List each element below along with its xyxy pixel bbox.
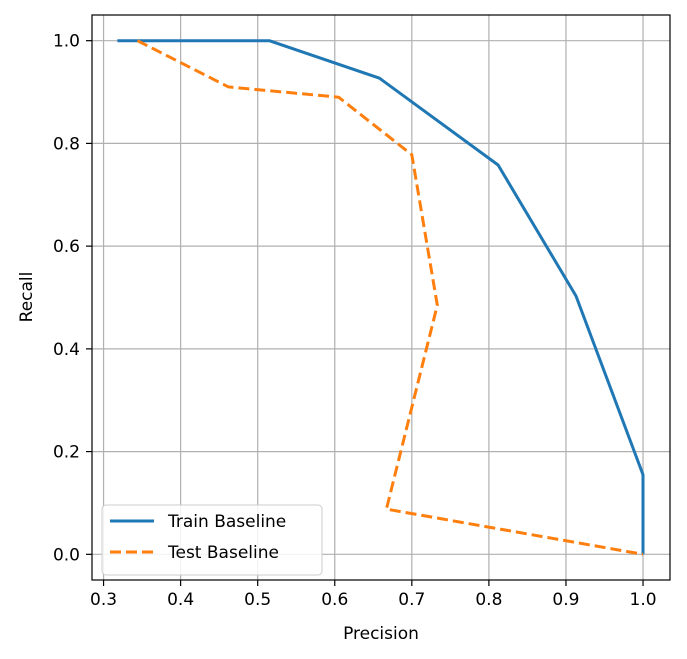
- series-lines: [117, 39, 645, 556]
- x-tick-label: 0.8: [475, 590, 502, 610]
- legend-label: Test Baseline: [167, 543, 279, 563]
- ticks: 0.3 0.4 0.5 0.6 0.7 0.8 0.9 1.0 0.0 0.2 0.4 0.6 0.8 1…: [53, 32, 657, 610]
- x-tick-label: 0.6: [321, 590, 348, 610]
- x-tick-label: 0.9: [552, 590, 579, 610]
- y-tick-label: 0.6: [53, 237, 80, 257]
- legend-box: [101, 504, 323, 576]
- x-tick-label: 0.3: [90, 590, 117, 610]
- legend-label: Train Baseline: [167, 512, 286, 532]
- x-tick-label: 0.4: [167, 590, 194, 610]
- plot-frame: [91, 14, 671, 581]
- legend: Train Baseline Test Baseline: [101, 504, 323, 576]
- y-tick-label: 0.4: [53, 340, 80, 360]
- series-line-test-baseline: [136, 39, 644, 556]
- x-axis-label: Precision: [343, 624, 419, 644]
- y-tick-label: 0.2: [53, 443, 80, 463]
- x-tick-label: 1.0: [630, 590, 657, 610]
- y-axis-label: Recall: [17, 272, 37, 323]
- series-line-train-baseline: [117, 39, 645, 555]
- y-tick-label: 0.0: [53, 545, 80, 565]
- x-tick-label: 0.5: [244, 590, 271, 610]
- x-tick-label: 0.7: [398, 590, 425, 610]
- y-tick-label: 1.0: [53, 32, 80, 52]
- y-tick-label: 0.8: [53, 134, 80, 154]
